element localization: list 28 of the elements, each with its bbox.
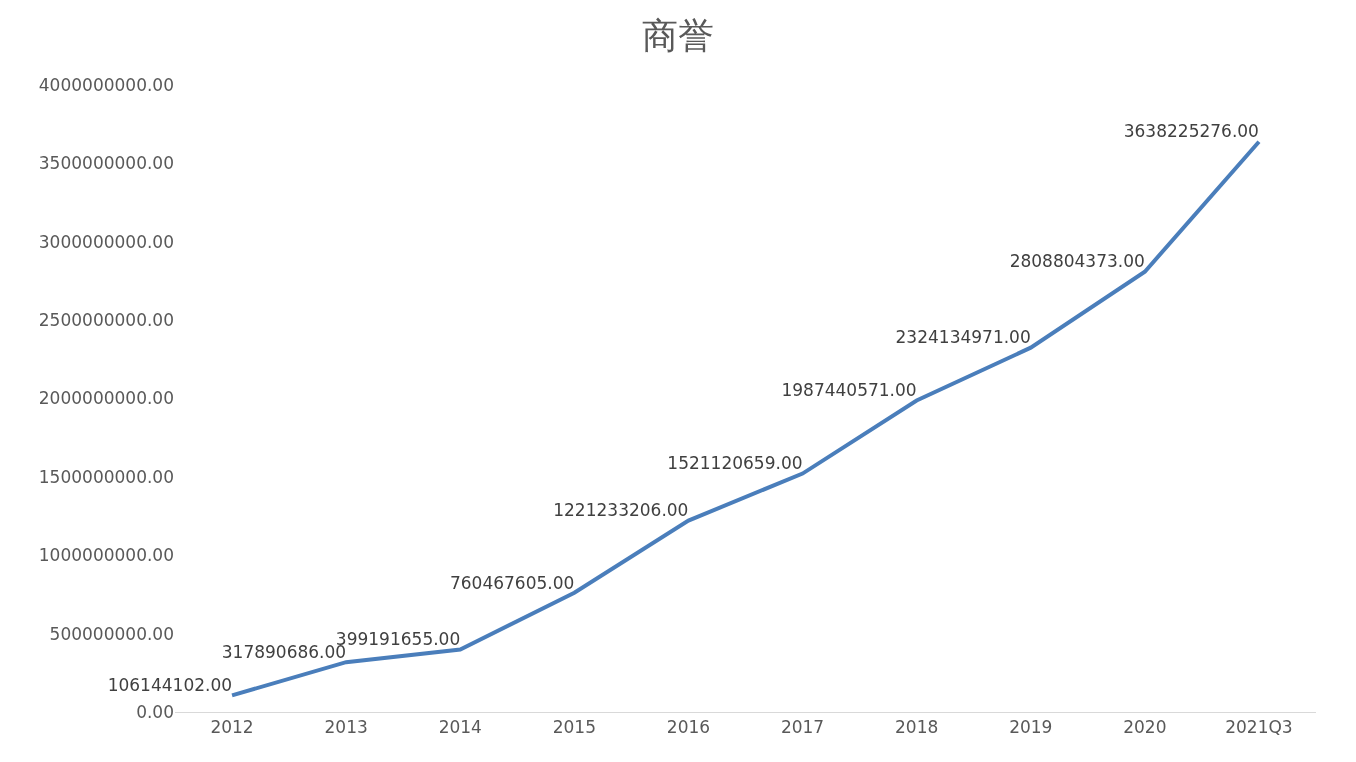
x-tick-label: 2017 bbox=[780, 717, 825, 738]
y-tick-label: 2000000000.00 bbox=[38, 388, 174, 409]
data-label: 1521120659.00 bbox=[667, 453, 803, 474]
x-tick-label: 2020 bbox=[1123, 717, 1167, 738]
x-tick-label: 2016 bbox=[666, 717, 711, 738]
x-tick-label: 2018 bbox=[895, 717, 939, 738]
data-label: 2808804373.00 bbox=[1009, 251, 1145, 272]
y-tick-label: 2500000000.00 bbox=[38, 310, 174, 331]
y-tick-label: 0.00 bbox=[136, 701, 174, 722]
data-label: 760467605.00 bbox=[449, 572, 575, 593]
x-tick-label: 2012 bbox=[210, 717, 254, 738]
data-label: 2324134971.00 bbox=[895, 327, 1031, 348]
data-label: 1221233206.00 bbox=[553, 500, 689, 521]
data-label: 1987440571.00 bbox=[781, 380, 917, 401]
y-tick-label: 1000000000.00 bbox=[38, 545, 174, 566]
y-tick-label: 1500000000.00 bbox=[38, 466, 174, 487]
y-tick-label: 3000000000.00 bbox=[38, 231, 174, 252]
x-tick-label: 2015 bbox=[552, 717, 596, 738]
x-tick-label: 2021Q3 bbox=[1225, 717, 1293, 738]
y-tick-label: 4000000000.00 bbox=[38, 74, 174, 95]
x-tick-label: 2014 bbox=[438, 717, 482, 738]
x-tick-label: 2013 bbox=[324, 717, 368, 738]
y-tick-label: 500000000.00 bbox=[49, 623, 174, 644]
x-tick-label: 2019 bbox=[1009, 717, 1053, 738]
data-label: 3638225276.00 bbox=[1123, 121, 1259, 142]
chart-title: 商誉 bbox=[642, 15, 714, 57]
y-tick-label: 3500000000.00 bbox=[38, 153, 174, 174]
data-label: 106144102.00 bbox=[107, 675, 233, 696]
